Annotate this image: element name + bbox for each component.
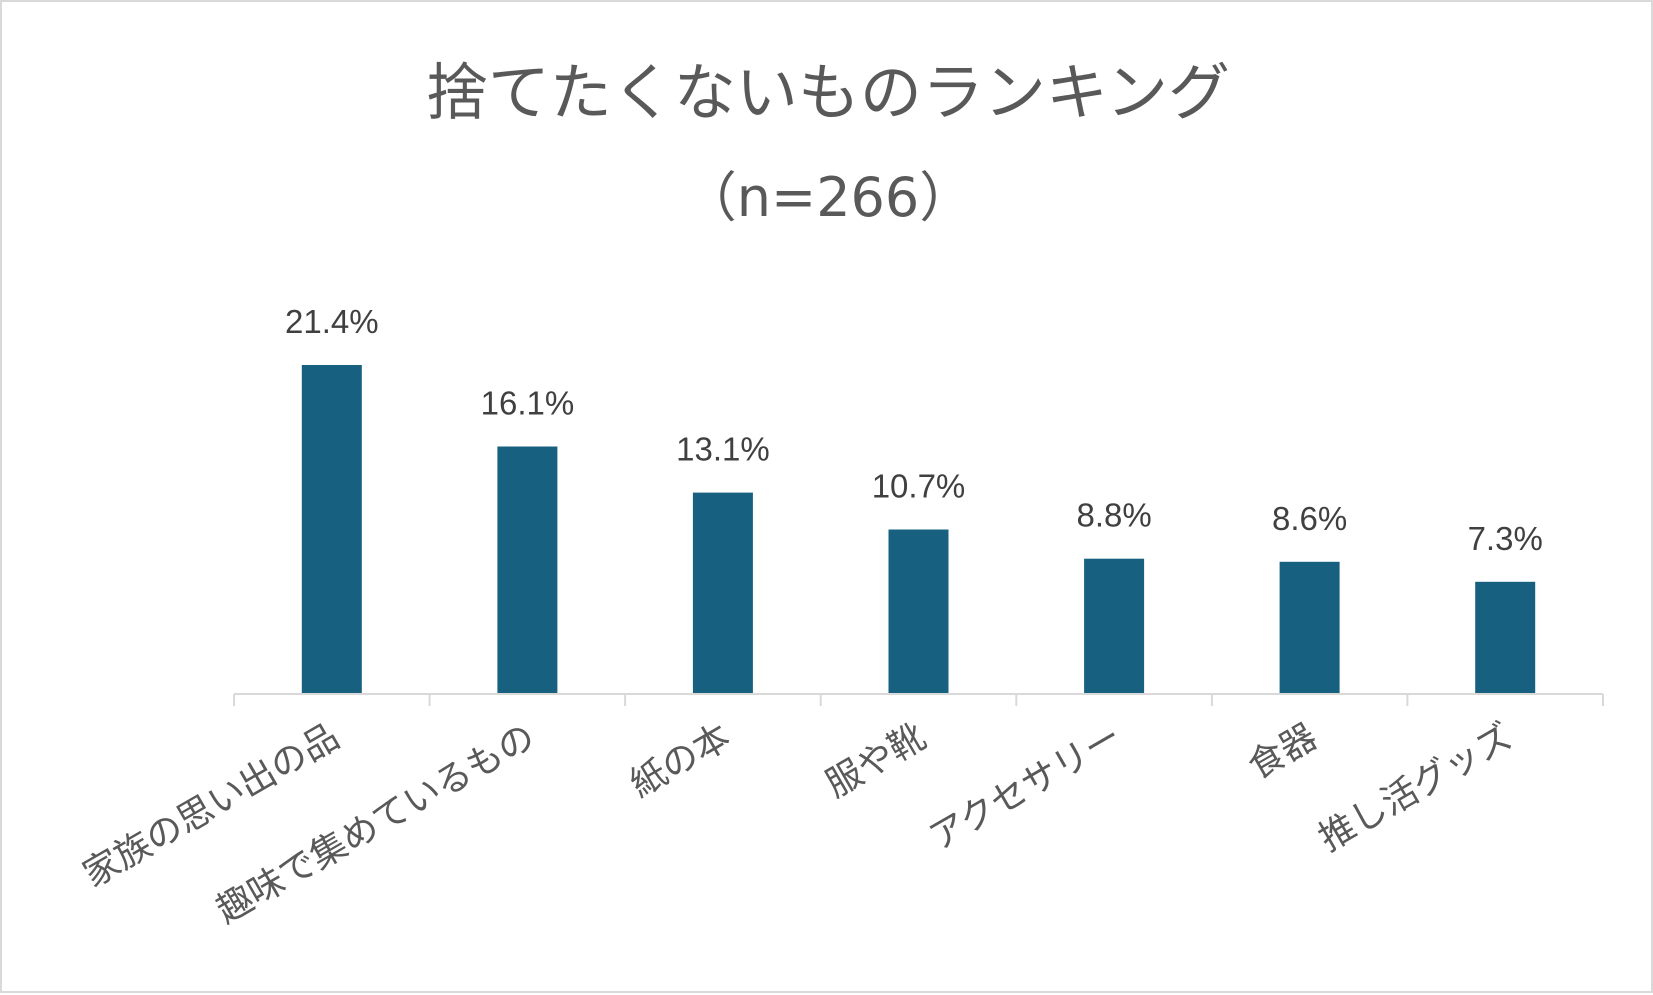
- bar-2: [497, 446, 558, 694]
- bars-layer: [301, 365, 1536, 694]
- chart-subtitle: （n=266）: [683, 166, 974, 229]
- category-label-6: 食器: [1241, 716, 1324, 788]
- bar-5: [1084, 558, 1145, 694]
- x-axis: [233, 693, 1604, 706]
- data-label-2: 16.1%: [481, 385, 575, 422]
- data-label-7: 7.3%: [1468, 520, 1543, 557]
- data-label-6: 8.6%: [1272, 500, 1347, 537]
- category-label-4: 服や靴: [819, 716, 933, 806]
- category-label-2: 趣味で集めているもの: [210, 716, 542, 932]
- category-label-7: 推し活グッズ: [1312, 716, 1520, 860]
- bar-1: [301, 365, 362, 694]
- bar-3: [692, 492, 753, 694]
- data-label-1: 21.4%: [285, 303, 379, 340]
- category-label-5: アクセサリー: [923, 716, 1129, 859]
- data-labels-layer: 21.4% 16.1% 13.1% 10.7% 8.8% 8.6% 7.3%: [285, 303, 1543, 557]
- chart-title: 捨てたくないものランキング: [426, 56, 1230, 129]
- data-label-5: 8.8%: [1076, 497, 1151, 534]
- bar-6: [1279, 561, 1340, 694]
- data-label-4: 10.7%: [872, 468, 966, 505]
- bar-7: [1475, 581, 1536, 694]
- bar-4: [888, 529, 949, 694]
- data-label-3: 13.1%: [676, 431, 770, 468]
- category-label-3: 紙の本: [623, 716, 737, 806]
